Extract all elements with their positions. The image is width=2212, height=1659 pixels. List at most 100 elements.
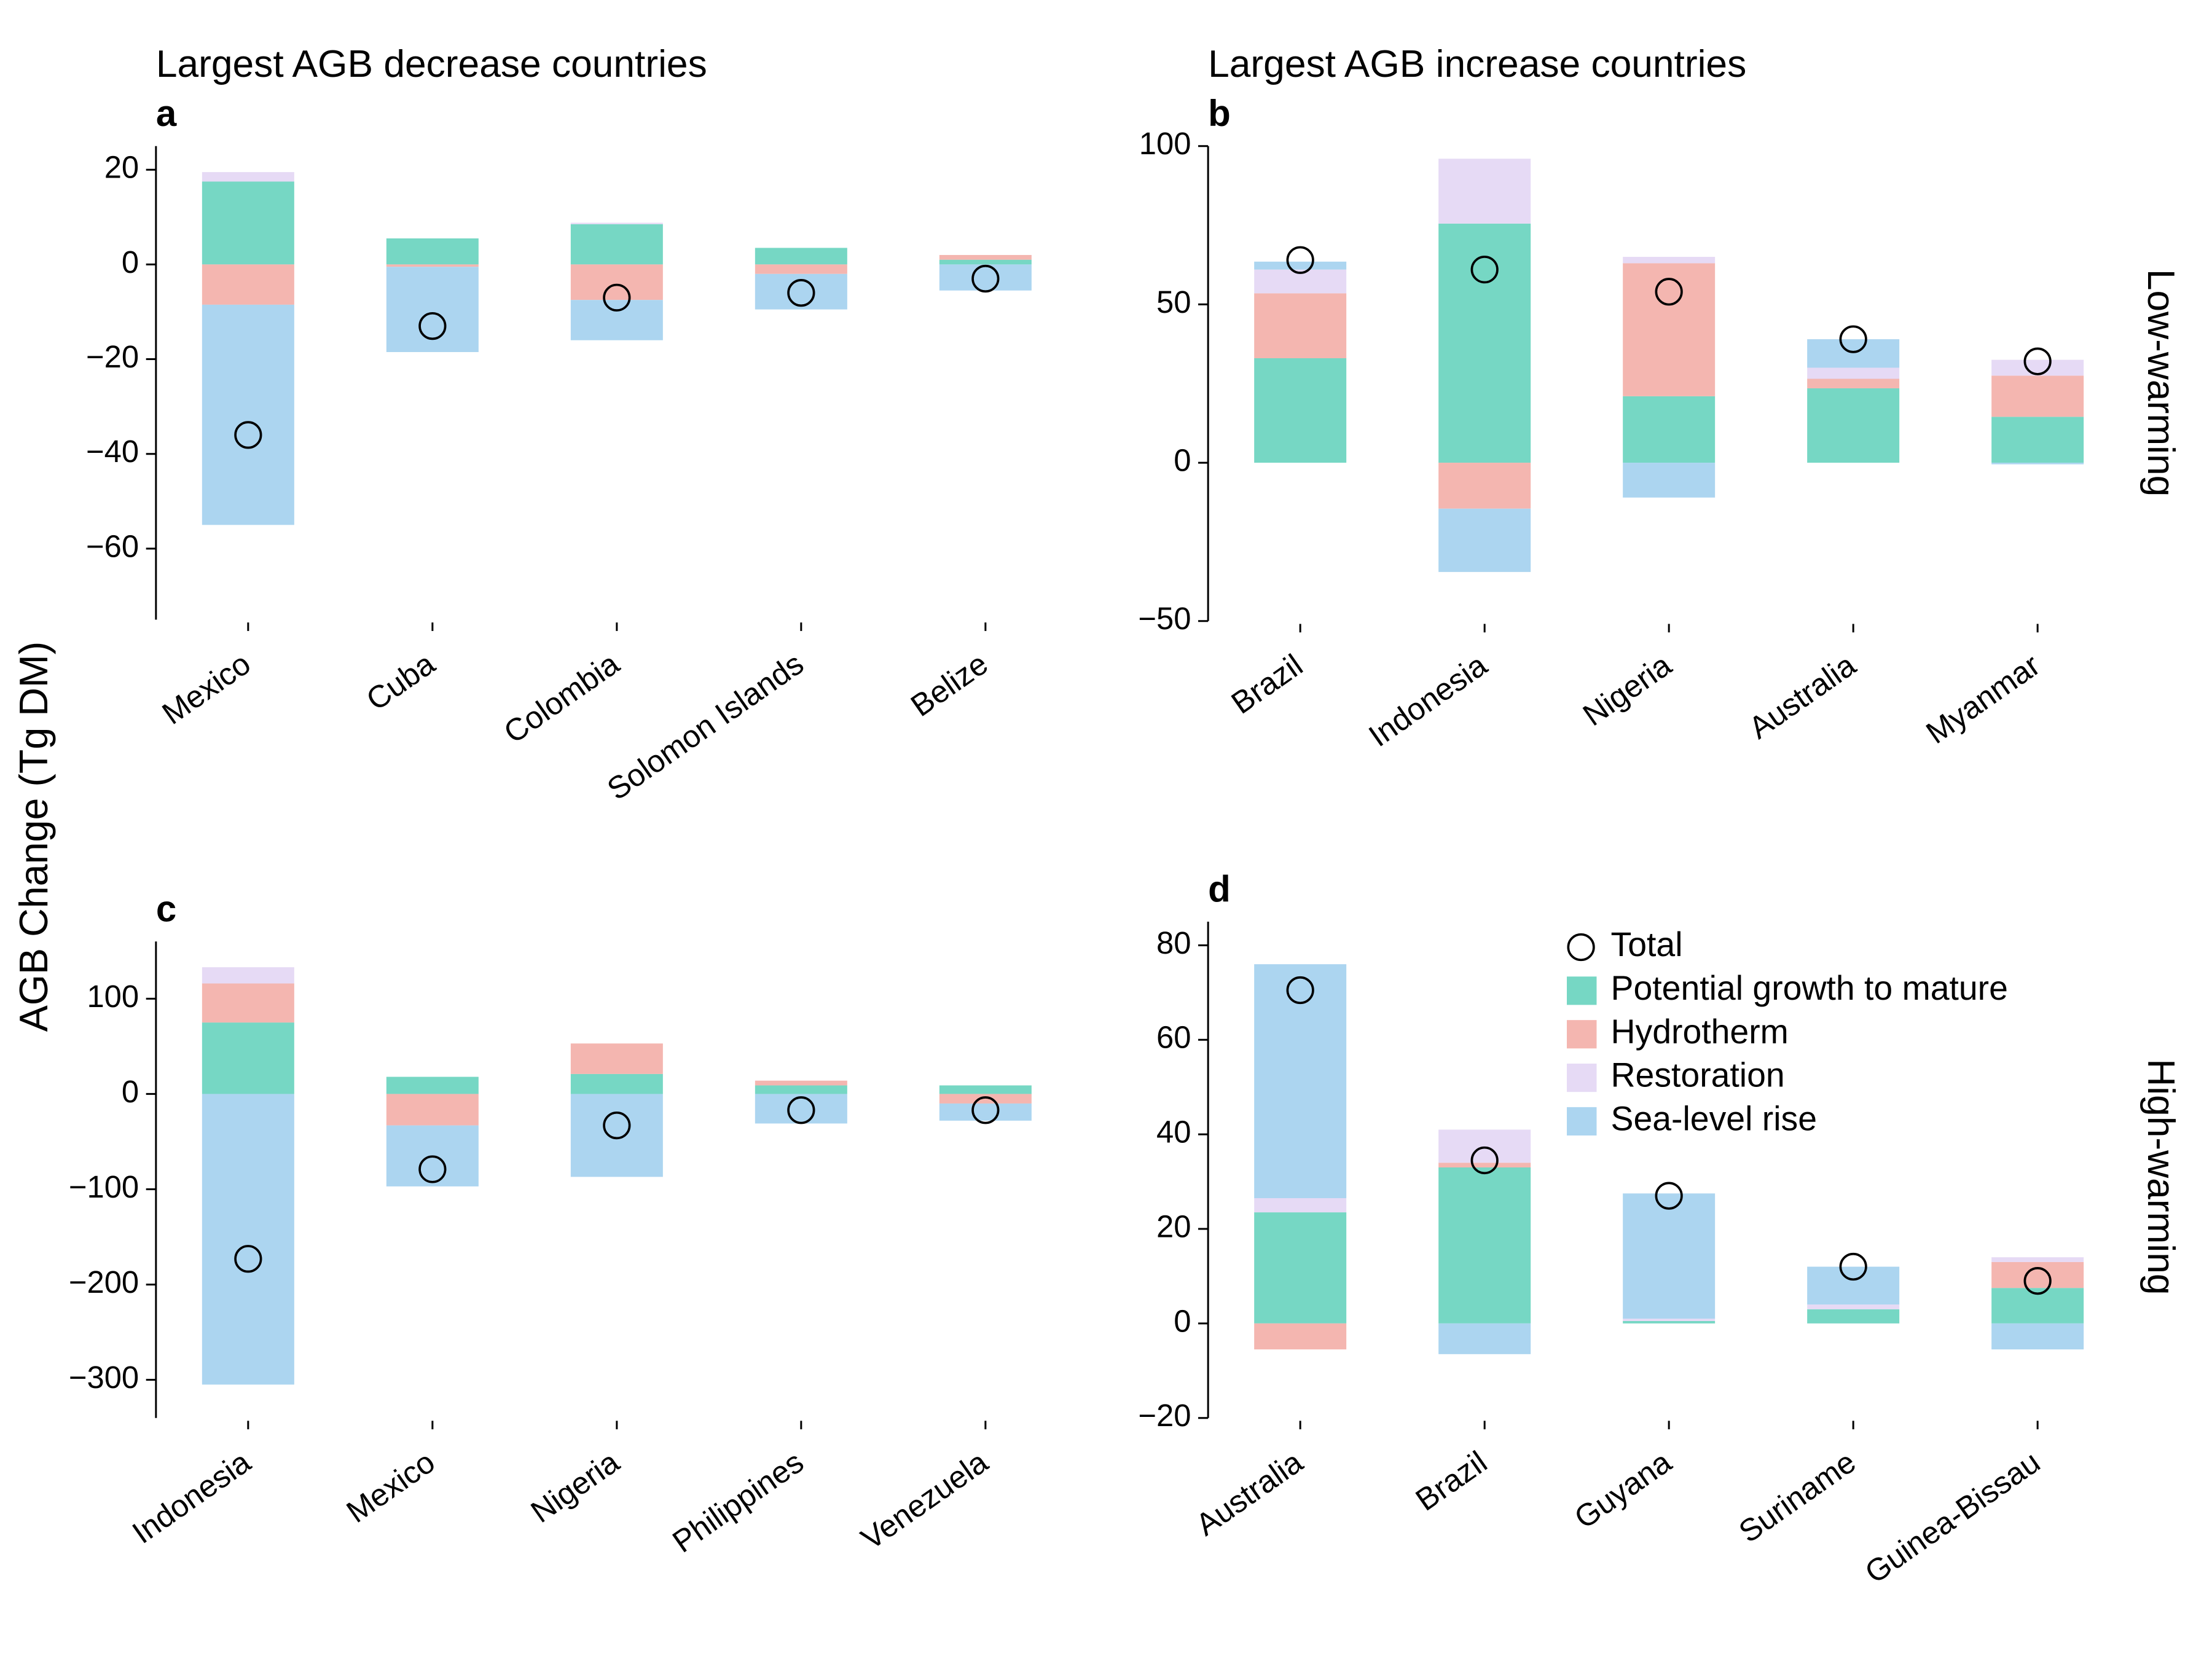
total-marker (1655, 278, 1683, 306)
y-tick-label: 40 (1156, 1115, 1191, 1150)
bar-segment (1807, 378, 1900, 388)
bar-segment (1438, 1167, 1531, 1324)
bar-segment (939, 254, 1032, 260)
x-tick-label: Myanmar (1920, 647, 2046, 750)
bar-segment (755, 1094, 847, 1124)
y-tick-label: 0 (122, 245, 139, 280)
y-tick-label: 0 (1174, 1303, 1191, 1338)
bar-segment (1623, 1319, 1716, 1321)
total-marker (418, 1155, 447, 1183)
bar-segment (202, 304, 294, 525)
bar-segment (202, 264, 294, 305)
x-tick-label: Indonesia (126, 1444, 257, 1550)
x-tick-label: Suriname (1733, 1444, 1862, 1549)
bar-segment (1807, 339, 1900, 368)
bar-segment (1991, 463, 2084, 465)
bar-segment (1623, 396, 1716, 463)
bar-segment (202, 983, 294, 1023)
panel-label: c (156, 888, 176, 930)
total-marker (971, 264, 1000, 293)
bar-segment (755, 248, 847, 265)
total-marker (787, 279, 815, 307)
bar-segment (939, 1085, 1032, 1094)
legend-swatch (1567, 976, 1597, 1005)
bar-segment (570, 224, 663, 265)
bar-segment (570, 264, 663, 300)
bar-segment (386, 1094, 479, 1126)
y-tick-label: 0 (122, 1074, 139, 1109)
x-tick-label: Australia (1190, 1444, 1309, 1542)
x-tick-label: Brazil (1410, 1444, 1494, 1517)
bar-segment (1438, 508, 1531, 572)
bar-segment (1991, 1257, 2084, 1262)
total-marker (1470, 256, 1499, 284)
bar-segment (570, 1094, 663, 1177)
y-tick-label: −200 (69, 1265, 139, 1300)
total-marker (2023, 347, 2052, 375)
total-marker (234, 1245, 262, 1273)
bar-segment (1254, 358, 1347, 463)
bar-segment (1623, 463, 1716, 498)
legend-marker (1567, 933, 1595, 962)
y-tick-label: 100 (1139, 126, 1191, 161)
bar-segment (1254, 1198, 1347, 1213)
bar-segment (1438, 223, 1531, 463)
total-marker (603, 283, 631, 312)
bar-segment (1254, 964, 1347, 1198)
bar-segment (202, 172, 294, 182)
x-tick-label: Australia (1743, 647, 1862, 745)
bar-segment (939, 264, 1032, 291)
total-marker (234, 421, 262, 449)
total-marker (603, 1111, 631, 1140)
x-tick-label: Guyana (1568, 1444, 1678, 1535)
bar-segment (570, 222, 663, 224)
panel-title: Largest AGB increase countries (1208, 43, 1746, 85)
legend-swatch (1567, 1064, 1597, 1092)
x-tick-label: Venezuela (855, 1444, 995, 1556)
bar-segment (939, 259, 1032, 265)
bar-segment (1254, 293, 1347, 358)
x-tick-label: Mexico (155, 646, 256, 731)
bar-segment (755, 1080, 847, 1086)
total-marker (787, 1096, 815, 1124)
bar-segment (202, 1022, 294, 1094)
y-tick-label: −300 (69, 1360, 139, 1395)
y-axis-label: AGB Change (Tg DM) (12, 641, 56, 1032)
x-tick-label: Indonesia (1362, 647, 1494, 753)
y-tick-label: 50 (1156, 284, 1191, 320)
bar-segment (1807, 388, 1900, 463)
bar-segment (1254, 1212, 1347, 1324)
total-marker (1839, 1252, 1867, 1281)
x-tick-label: Solomon Islands (601, 646, 810, 807)
y-tick-label: 20 (1156, 1209, 1191, 1244)
bar-segment (202, 181, 294, 265)
x-tick-label: Nigeria (1577, 647, 1678, 732)
panel-label: b (1208, 93, 1231, 134)
y-tick-label: −40 (86, 434, 139, 469)
total-marker (1286, 246, 1314, 274)
x-tick-label: Nigeria (524, 1444, 626, 1529)
bar-segment (570, 1073, 663, 1094)
y-tick-label: −100 (69, 1169, 139, 1204)
bar-segment (939, 1094, 1032, 1104)
bar-segment (386, 1077, 479, 1094)
bar-segment (1807, 1304, 1900, 1309)
x-tick-label: Mexico (340, 1444, 441, 1529)
legend-label: Restoration (1611, 1056, 1785, 1094)
total-marker (2023, 1266, 2052, 1295)
y-tick-label: 100 (87, 979, 139, 1014)
bar-segment (1438, 1163, 1531, 1167)
bar-segment (755, 264, 847, 274)
bar-segment (1623, 1193, 1716, 1319)
bar-segment (1991, 375, 2084, 417)
y-tick-label: −20 (86, 339, 139, 374)
total-marker (1839, 325, 1867, 353)
bar-segment (1991, 359, 2084, 376)
bar-segment (1438, 1323, 1531, 1354)
legend-label: Sea-level rise (1611, 1100, 1817, 1138)
bar-segment (1438, 463, 1531, 509)
y-tick-label: −50 (1138, 601, 1191, 636)
bar-segment (1254, 1323, 1347, 1350)
